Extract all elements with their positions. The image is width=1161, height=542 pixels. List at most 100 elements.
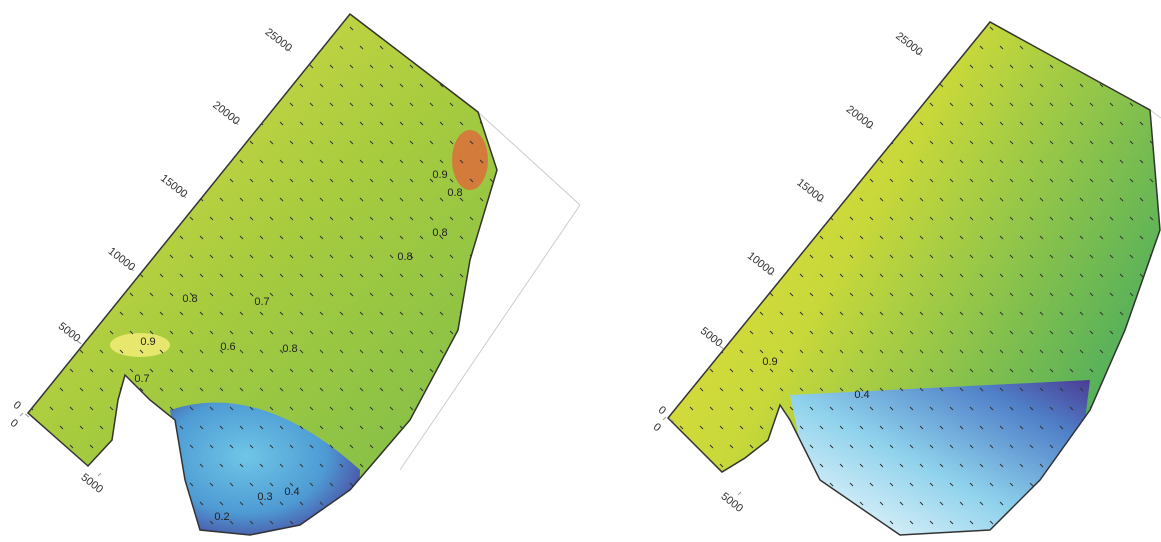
wave-arrow [1130, 369, 1133, 372]
wave-arrow [550, 103, 553, 106]
wave-arrow [510, 407, 513, 410]
wave-arrow [790, 521, 793, 524]
wave-arrow [210, 65, 213, 68]
wave-arrow [680, 388, 683, 391]
wave-arrow [60, 84, 63, 87]
wave-arrow [740, 46, 743, 49]
wave-arrow [40, 84, 43, 87]
wave-arrow [520, 426, 523, 429]
wave-arrow [690, 369, 693, 372]
wave-arrow [720, 198, 723, 201]
wave-arrow [110, 293, 113, 296]
wave-arrow [10, 255, 13, 258]
wave-arrow [760, 46, 763, 49]
wave-arrow [500, 350, 503, 353]
wave-arrow [830, 27, 833, 30]
wave-arrow [140, 46, 143, 49]
wave-arrow [840, 84, 843, 87]
wave-arrow [10, 369, 13, 372]
wave-arrow [30, 445, 33, 448]
wave-arrow [650, 521, 653, 524]
wave-arrow [190, 141, 193, 144]
wave-arrow [480, 312, 483, 315]
wave-arrow [790, 483, 793, 486]
wave-arrow [1120, 8, 1123, 11]
wave-arrow [550, 369, 553, 372]
wave-arrow [790, 27, 793, 30]
wave-arrow [550, 141, 553, 144]
wave-arrow [140, 464, 143, 467]
wave-arrow [930, 65, 933, 68]
wave-arrow [20, 312, 23, 315]
wave-arrow [670, 407, 673, 410]
wave-arrow [490, 445, 493, 448]
wave-arrow [740, 274, 743, 277]
plot-frame-right [1150, 110, 1161, 118]
wave-arrow [260, 8, 263, 11]
wave-arrow [120, 122, 123, 125]
wave-arrow [1100, 8, 1103, 11]
wave-arrow [80, 160, 83, 163]
wave-arrow [240, 84, 243, 87]
wave-arrow [50, 27, 53, 30]
wave-arrow [50, 445, 53, 448]
wave-arrow [700, 274, 703, 277]
wave-arrow [490, 255, 493, 258]
wave-arrow [240, 122, 243, 125]
wave-arrow [390, 27, 393, 30]
wave-arrow [510, 445, 513, 448]
wave-arrow [160, 198, 163, 201]
wave-arrow [0, 312, 3, 315]
wave-arrow [880, 46, 883, 49]
wave-arrow [710, 483, 713, 486]
wave-arrow [950, 27, 953, 30]
wave-arrow [700, 84, 703, 87]
wave-arrow [460, 464, 463, 467]
wave-arrow [1110, 483, 1113, 486]
wave-arrow [20, 236, 23, 239]
contour-label: 0.9 [432, 169, 447, 181]
wave-arrow [810, 217, 813, 220]
wave-arrow [850, 179, 853, 182]
contour-label: 0.8 [282, 343, 297, 355]
wave-arrow [480, 274, 483, 277]
wave-arrow [1140, 502, 1143, 505]
wave-arrow [220, 84, 223, 87]
wave-arrow [940, 46, 943, 49]
wave-arrow [650, 179, 653, 182]
wave-arrow [640, 464, 643, 467]
wave-arrow [690, 445, 693, 448]
wave-arrow [260, 84, 263, 87]
wave-arrow [1100, 46, 1103, 49]
wave-arrow [640, 274, 643, 277]
wave-arrow [590, 103, 593, 106]
y-tick-label: 20000 [210, 99, 241, 127]
wave-arrow [590, 445, 593, 448]
wave-arrow [800, 8, 803, 11]
wave-arrow [470, 331, 473, 334]
wave-arrow [800, 502, 803, 505]
wave-arrow [560, 236, 563, 239]
wave-arrow [20, 388, 23, 391]
wave-arrow [1080, 46, 1083, 49]
wave-arrow [820, 46, 823, 49]
wave-arrow [300, 8, 303, 11]
wave-arrow [470, 521, 473, 524]
wave-arrow [1110, 407, 1113, 410]
wave-arrow [670, 521, 673, 524]
wave-arrow [660, 274, 663, 277]
wave-arrow [10, 521, 13, 524]
wave-arrow [30, 255, 33, 258]
wave-arrow [870, 65, 873, 68]
wave-arrow [80, 198, 83, 201]
wave-arrow [760, 274, 763, 277]
wave-arrow [530, 407, 533, 410]
wave-arrow [500, 502, 503, 505]
wave-arrow [450, 65, 453, 68]
wave-arrow [650, 331, 653, 334]
wave-arrow [50, 179, 53, 182]
wave-arrow [360, 8, 363, 11]
wave-arrow [70, 521, 73, 524]
wave-arrow [210, 179, 213, 182]
wave-arrow [640, 8, 643, 11]
